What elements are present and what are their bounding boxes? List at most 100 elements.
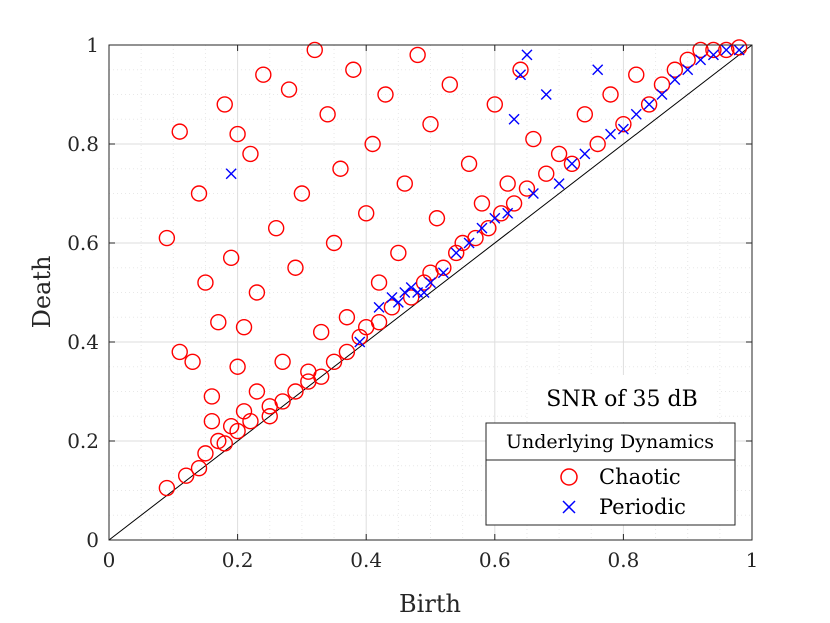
chaotic-point [158,229,176,247]
periodic-point [733,44,745,56]
axis-ticks: 0 0.2 0.4 0.6 0.8 1 0 0.2 0.4 0.6 0.8 1 [67,33,758,572]
chaotic-point [718,41,735,59]
chaotic-point [370,274,388,291]
periodic-point [425,277,436,289]
periodic-point [682,64,694,76]
chaotic-point [679,51,696,69]
periodic-point [392,296,404,308]
chaotic-point [370,314,388,331]
periodic-point [592,64,604,76]
y-tick-label: 0.8 [67,132,99,156]
periodic-point [553,178,565,190]
periodic-point [386,291,398,303]
chaotic-point [325,353,343,370]
series-periodic [225,44,745,348]
chaotic-point [730,39,748,56]
chaotic-point [640,96,658,113]
chaotic-point [229,422,246,440]
chaotic-point [499,175,516,192]
chaotic-point [177,467,195,484]
periodic-point [630,108,642,120]
chaotic-point [666,61,684,78]
chaotic-point [287,259,304,276]
chaotic-point [190,460,208,477]
chaotic-point [390,244,407,262]
legend-chaotic-marker [560,468,578,486]
periodic-point [695,54,707,66]
x-tick-label: 0.4 [350,548,382,572]
periodic-point [656,89,668,100]
y-axis-label: Death [28,256,56,329]
chaotic-point [171,343,188,361]
periodic-point [579,148,591,160]
periodic-point [605,128,617,140]
chaotic-point [473,195,491,212]
periodic-point [225,168,237,180]
chaotic-point [435,259,452,276]
chaotic-point [364,135,381,153]
periodic-point [521,49,533,61]
chaotic-point [512,61,529,78]
chaotic-point [518,180,536,197]
y-tick-label: 0.2 [67,429,99,453]
legend-title: Underlying Dynamics [506,431,714,453]
x-tick-label: 0.8 [607,548,639,572]
chaotic-point [274,393,291,410]
chaotic-point [158,479,176,497]
periodic-point [502,207,514,219]
chaotic-point [274,353,291,370]
periodic-point [527,188,539,199]
chaotic-point [377,86,394,103]
chaotic-point [184,353,201,370]
chaotic-point [235,318,253,336]
chaotic-point [538,165,555,182]
snr-annotation-text: SNR of 35 dB [546,387,698,412]
y-tick-label: 1 [86,33,99,57]
chaotic-point [332,160,349,177]
chaotic-point [203,413,221,430]
periodic-point [489,212,501,224]
chaotic-point [248,284,266,301]
chaotic-point [255,66,272,83]
chaotic-point [242,145,259,163]
chaotic-point [403,289,420,306]
chaotic-point [325,234,343,252]
chaotic-point [628,66,645,83]
chaotic-point [312,368,330,385]
legend: Underlying Dynamics Chaotic Periodic [485,422,736,526]
legend-chaotic-label: Chaotic [599,465,681,489]
chaotic-point [222,249,240,267]
chaotic-point [653,76,671,93]
chaotic-point [190,185,208,202]
y-tick-label: 0.6 [67,231,99,255]
periodic-point [476,222,488,234]
chaotic-point [293,185,311,202]
y-tick-label: 0 [86,528,99,552]
chaotic-point [505,195,523,212]
chaotic-point [383,299,401,316]
chaotic-point [480,219,497,237]
chaotic-point [287,383,304,400]
chaotic-point [229,125,246,143]
chaotic-point [428,210,446,227]
chaotic-point [422,115,439,133]
chaotic-point [615,115,632,133]
periodic-point [643,98,655,110]
periodic-point [373,301,385,313]
periodic-point [617,123,629,135]
periodic-point [515,69,527,81]
periodic-point [450,247,462,259]
chaotic-point [248,383,266,400]
periodic-point [508,113,520,125]
chaotic-point [396,175,413,192]
chaotic-point [563,155,581,173]
chaotic-point [486,96,503,113]
periodic-point [540,89,552,100]
chaotic-point [692,41,709,59]
chaotic-point [197,274,214,291]
chaotic-point [467,229,484,247]
diagonal-reference-line [108,44,753,541]
chaotic-point [312,323,330,341]
chaotic-point [493,205,510,222]
chaotic-point [267,219,285,237]
